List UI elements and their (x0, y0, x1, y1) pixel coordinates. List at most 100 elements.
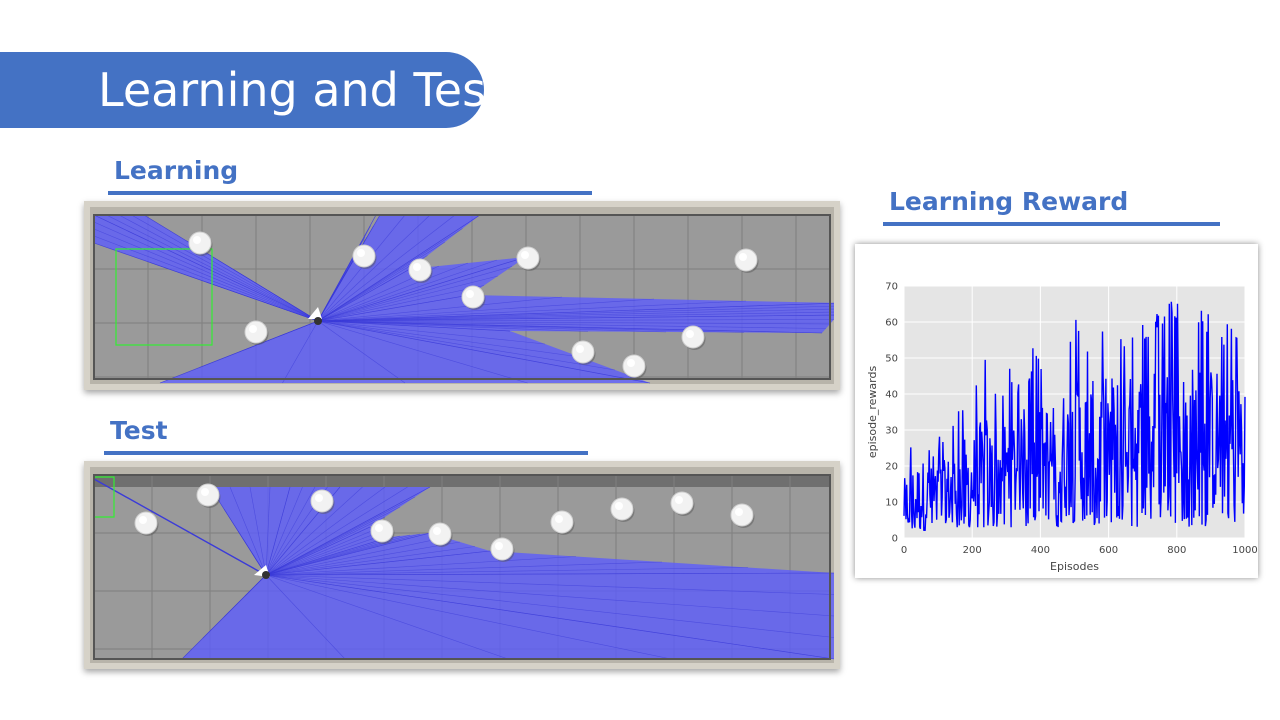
laser-ray (317, 320, 831, 325)
laser-ray (317, 320, 827, 329)
laser-ray (93, 242, 319, 322)
y-tick-label: 20 (885, 462, 898, 473)
laser-ray (265, 532, 431, 576)
test-sim-svg (93, 474, 834, 660)
laser-ray (317, 256, 527, 322)
laser-ray (317, 308, 834, 322)
laser-ray (265, 486, 316, 576)
x-tick-label: 1000 (1232, 545, 1257, 556)
laser-ray (317, 320, 528, 384)
obstacle-ball (188, 231, 212, 255)
arena-border (93, 214, 831, 380)
goal-area (94, 476, 115, 518)
laser-ray (265, 550, 491, 576)
laser-ray (317, 314, 834, 322)
obstacle-ball (134, 511, 158, 535)
ball-highlight (375, 524, 383, 532)
laser-ray (317, 311, 834, 322)
obstacle-ball (352, 244, 376, 268)
learning-sim-svg (93, 214, 834, 384)
ball-highlight (675, 496, 683, 504)
obstacle-balls (134, 483, 755, 562)
obstacle-ball (196, 483, 220, 507)
laser-ray (93, 221, 319, 322)
laser-ray (265, 496, 416, 576)
y-tick-labels: 0 10 20 30 40 50 60 70 (885, 282, 898, 545)
laser-ray (265, 486, 271, 576)
obstacle-ball (490, 537, 514, 561)
laser-ray (317, 320, 546, 345)
laser-ray (265, 529, 376, 576)
arena-border (93, 474, 831, 660)
y-tick-label: 70 (885, 282, 898, 293)
laser-ray (317, 214, 381, 322)
laser-ray (265, 534, 386, 576)
laser-ray (265, 574, 834, 595)
laser-single-ray (93, 478, 263, 574)
x-tick-label: 600 (1099, 545, 1118, 556)
laser-ray (317, 298, 655, 322)
obstacle-ball (310, 489, 334, 513)
ball-highlight (357, 249, 365, 257)
laser-ray (265, 516, 386, 576)
laser-ray (265, 574, 834, 660)
ball-highlight (413, 263, 421, 271)
laser-ray (265, 546, 476, 576)
x-tick-label: 0 (901, 545, 907, 556)
laser-ray (118, 214, 319, 322)
laser-ray (317, 320, 651, 384)
laser-ray (265, 574, 834, 638)
learning-label: Learning (114, 156, 239, 185)
laser-ray (249, 486, 267, 576)
laser-ray (265, 536, 391, 576)
laser-ray (317, 275, 499, 322)
test-label: Test (110, 416, 168, 445)
ball-highlight (139, 516, 147, 524)
laser-ray (93, 228, 319, 322)
obstacle-ball (610, 497, 634, 521)
ball-highlight (627, 359, 635, 367)
laser-ray (317, 214, 456, 322)
laser-ray (317, 285, 485, 322)
episode-rewards-line (903, 301, 1246, 532)
obstacle-ball (622, 354, 646, 378)
laser-ray (93, 235, 319, 322)
obstacle-ball (681, 325, 705, 349)
y-tick-label: 30 (885, 426, 898, 437)
ball-highlight (739, 253, 747, 261)
laser-rays (181, 486, 834, 660)
y-tick-label: 50 (885, 354, 898, 365)
test-simulation-view (84, 461, 840, 669)
obstacle-balls (188, 231, 759, 379)
laser-ray (265, 574, 834, 617)
obstacle-ball (516, 246, 540, 270)
reward-label: Learning Reward (889, 187, 1129, 216)
laser-scan (182, 487, 834, 659)
reward-chart: 0 200 400 600 800 1000 0 10 20 30 40 50 60 70 Episod… (866, 282, 1258, 574)
laser-ray (265, 574, 346, 660)
laser-ray (265, 574, 672, 660)
laser-ray (265, 561, 663, 576)
laser-ray (317, 294, 471, 322)
obstacle-ball (244, 320, 268, 344)
learning-simulation-view (84, 201, 840, 390)
robot-center (314, 317, 322, 325)
laser-ray (278, 320, 319, 337)
laser-ray (265, 486, 431, 576)
x-tick-label: 400 (1031, 545, 1050, 556)
laser-ray (317, 241, 446, 322)
y-tick-label: 0 (892, 534, 898, 545)
x-tick-labels: 0 200 400 600 800 1000 (901, 545, 1258, 556)
laser-ray (93, 214, 319, 322)
obstacle-ball (550, 510, 574, 534)
laser-ray (265, 556, 577, 576)
ball-highlight (576, 345, 584, 353)
robot-marker (308, 307, 322, 319)
ball-highlight (686, 330, 694, 338)
title-banner (0, 52, 484, 128)
laser-ray (265, 572, 834, 576)
laser-ray (317, 300, 747, 322)
laser-ray (265, 486, 386, 576)
laser-ray (244, 574, 267, 597)
laser-ray (317, 266, 513, 322)
